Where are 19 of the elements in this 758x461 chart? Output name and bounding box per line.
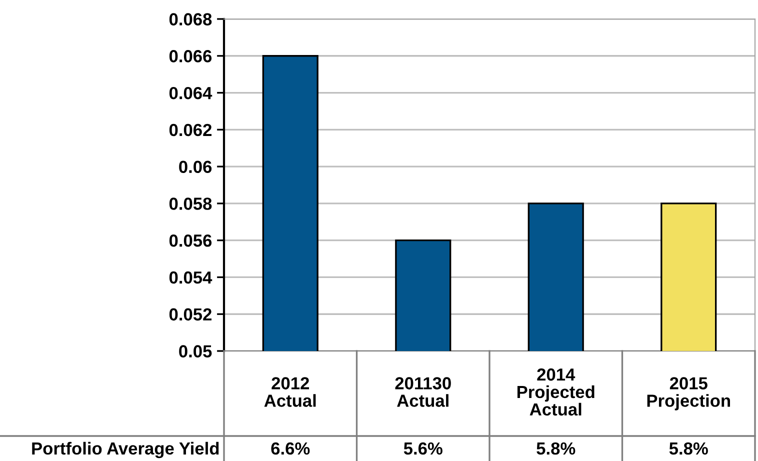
x-tick-label: 2014 Projected Actual	[517, 368, 594, 416]
x-tick-label: 2012 Actual	[264, 377, 316, 407]
data-label: 5.8%	[669, 442, 708, 455]
y-tick-label: 0.052	[169, 308, 212, 321]
y-tick-label: 0.058	[169, 198, 212, 210]
data-label: 6.6%	[271, 442, 310, 455]
x-tick-label: 201130 Actual	[395, 377, 451, 407]
y-tick-label: 0.062	[169, 124, 212, 136]
y-tick-label: 0.064	[169, 86, 212, 100]
x-tick-label: 2015 Projection	[647, 377, 730, 410]
data-label: 5.6%	[404, 442, 442, 455]
y-tick-label: 0.05	[179, 345, 212, 358]
y-tick-label: 0.054	[169, 271, 212, 284]
y-tick-label: 0.068	[169, 13, 212, 26]
y-tick-label: 0.056	[169, 234, 212, 247]
y-tick-label: 0.066	[169, 50, 212, 62]
data-label: 5.8%	[536, 442, 576, 455]
text: Portfolio Average Yield	[32, 442, 219, 458]
y-tick-label: 0.06	[179, 160, 212, 174]
